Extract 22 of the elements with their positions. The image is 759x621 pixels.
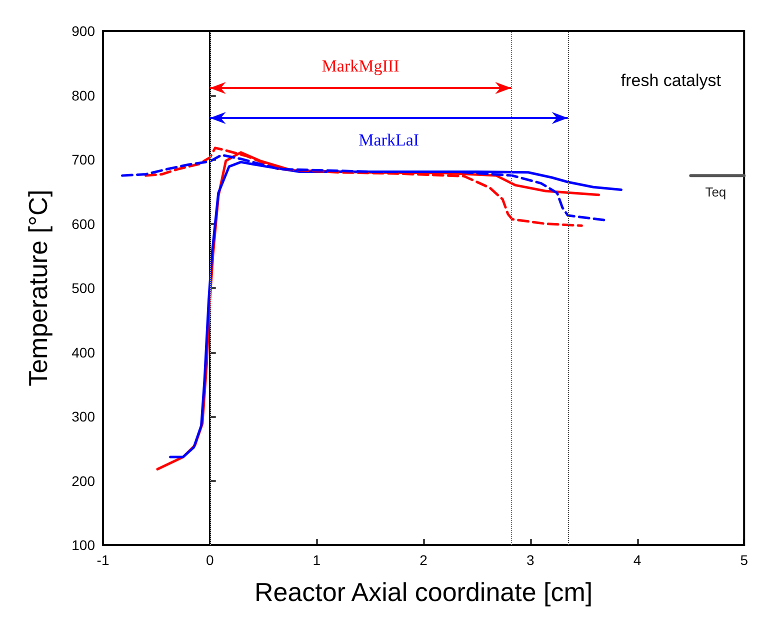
x-tick-label: 2 bbox=[420, 552, 428, 568]
x-tick-label: -1 bbox=[96, 552, 110, 568]
annotation: fresh catalyst bbox=[620, 71, 722, 90]
x-tick-label: 3 bbox=[526, 552, 535, 568]
x-tick-label: 5 bbox=[740, 552, 748, 568]
annotation: MarkLaI bbox=[358, 130, 420, 150]
x-axis-title: Reactor Axial coordinate [cm] bbox=[254, 577, 593, 607]
y-tick-label: 300 bbox=[72, 408, 96, 424]
annotation: MarkMgIII bbox=[322, 56, 400, 76]
series-label: Teq bbox=[705, 184, 726, 200]
y-axis-title: Temperature [°C] bbox=[23, 190, 53, 386]
y-tick-label: 800 bbox=[72, 87, 96, 104]
y-tick-label: 200 bbox=[72, 472, 96, 489]
y-tick-label: 700 bbox=[72, 152, 96, 168]
x-tick-label: 1 bbox=[312, 552, 321, 568]
x-tick-label: 0 bbox=[206, 552, 214, 568]
y-tick-label: 600 bbox=[72, 216, 96, 232]
y-tick-label: 900 bbox=[72, 23, 96, 39]
y-tick-label: 500 bbox=[72, 280, 96, 296]
y-tick-label: 100 bbox=[72, 537, 96, 553]
y-tick-label: 400 bbox=[72, 344, 96, 360]
x-tick-label: 4 bbox=[633, 552, 642, 568]
